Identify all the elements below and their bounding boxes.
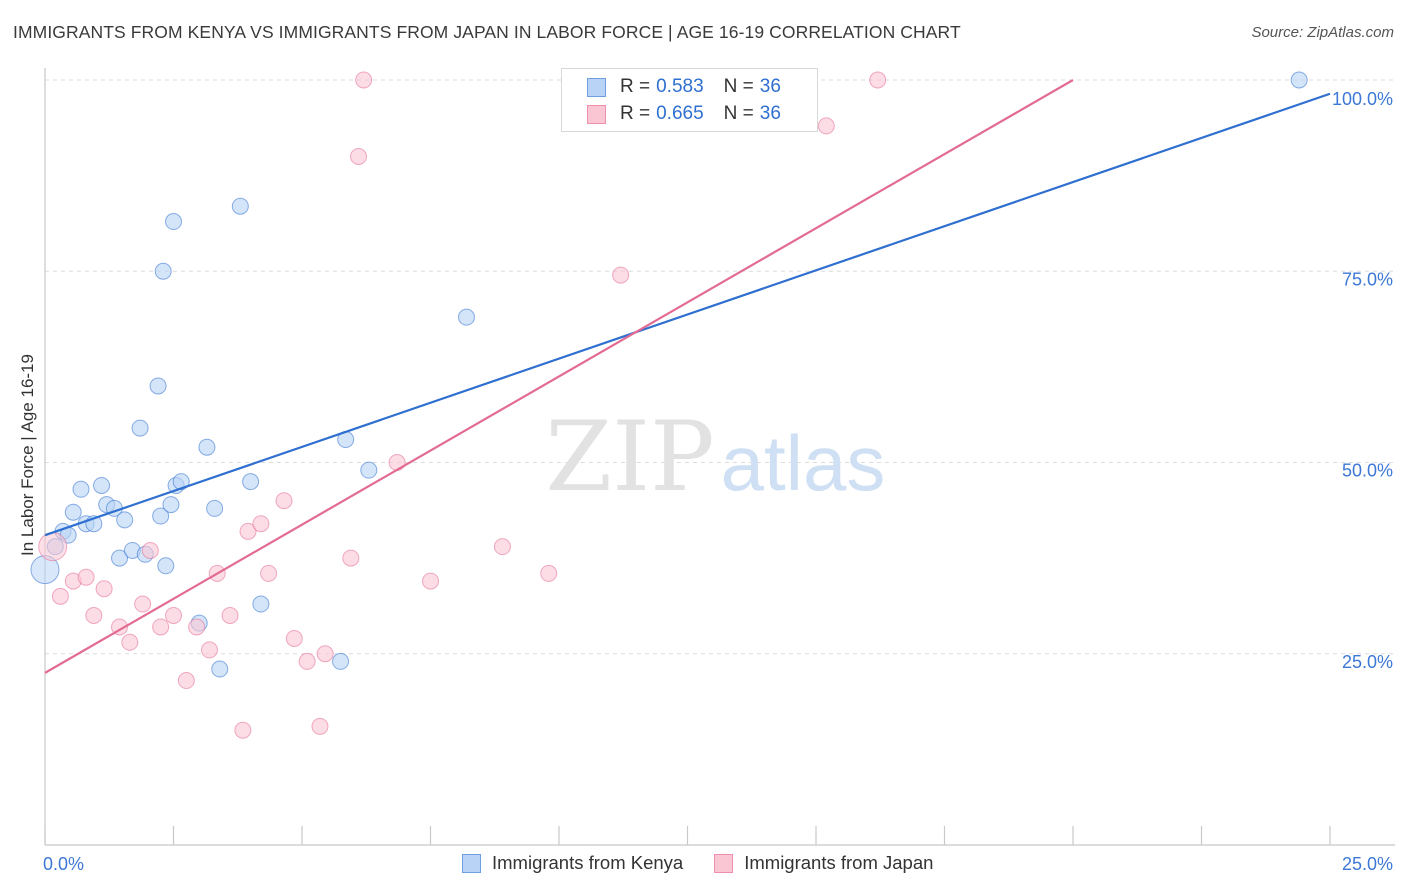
japan-point-25 xyxy=(316,645,334,663)
chart-title: IMMIGRANTS FROM KENYA VS IMMIGRANTS FROM… xyxy=(13,22,961,42)
japan-point-19 xyxy=(252,515,270,533)
source-label: Source: ZipAtlas.com xyxy=(1251,24,1394,41)
japan-point-12 xyxy=(177,672,195,690)
japan-point-11 xyxy=(165,607,182,624)
japan-point-10 xyxy=(152,618,170,636)
kenya-point-31 xyxy=(332,652,350,670)
kenya-point-34 xyxy=(457,308,475,326)
japan-point-34 xyxy=(817,117,835,135)
japan-point-9 xyxy=(141,541,159,559)
japan-point-21 xyxy=(275,492,293,510)
kenya-r-label: R = xyxy=(620,76,651,97)
japan-point-5 xyxy=(95,580,113,598)
japan-legend-swatch xyxy=(714,853,734,873)
watermark: ZIP atlas xyxy=(545,401,885,513)
kenya-point-14 xyxy=(131,419,149,437)
japan-point-35 xyxy=(869,71,887,89)
kenya-n-value: 36 xyxy=(759,76,781,97)
stats-legend: R = 0.583 N = 36 R = 0.665 N = 36 xyxy=(561,68,818,132)
trend-lines xyxy=(44,79,1331,674)
kenya-point-8 xyxy=(93,476,111,494)
legend-item-japan: Immigrants from Japan xyxy=(714,852,934,874)
kenya-legend-label: Immigrants from Kenya xyxy=(492,852,684,873)
kenya-r-value: 0.583 xyxy=(656,76,704,97)
japan-legend-label: Immigrants from Japan xyxy=(744,852,934,873)
japan-trend-line xyxy=(44,79,1074,674)
kenya-point-18 xyxy=(152,507,170,525)
japan-point-27 xyxy=(350,148,368,165)
japan-point-30 xyxy=(422,572,439,590)
japan-r-label: R = xyxy=(620,103,651,124)
japan-point-16 xyxy=(221,607,239,624)
x-tick-label: 0.0% xyxy=(43,854,84,874)
data-points xyxy=(30,71,1308,739)
kenya-point-19 xyxy=(157,557,175,575)
y-tick-label: 25.0% xyxy=(1342,652,1393,672)
japan-point-1 xyxy=(51,587,69,605)
japan-point-24 xyxy=(311,717,329,735)
japan-point-17 xyxy=(234,721,252,739)
kenya-point-11 xyxy=(111,549,129,567)
japan-point-0 xyxy=(38,532,68,562)
japan-point-26 xyxy=(342,549,360,567)
watermark-atlas: atlas xyxy=(721,419,886,507)
kenya-trend-line xyxy=(44,92,1331,537)
japan-point-3 xyxy=(77,568,95,586)
japan-point-20 xyxy=(260,564,278,582)
japan-point-18 xyxy=(239,522,257,540)
japan-point-31 xyxy=(493,538,511,556)
japan-point-14 xyxy=(200,641,218,659)
japan-point-7 xyxy=(121,633,139,651)
kenya-point-28 xyxy=(231,197,249,215)
kenya-point-4 xyxy=(64,503,82,521)
kenya-n-label: N = xyxy=(723,76,754,97)
gridlines xyxy=(45,79,1395,655)
japan-n-label: N = xyxy=(723,103,754,124)
japan-point-33 xyxy=(612,266,630,284)
japan-n-value: 36 xyxy=(759,103,781,124)
legend-row-japan: R = 0.665 N = 36 xyxy=(587,102,781,126)
watermark-zip: ZIP xyxy=(545,401,714,513)
y-tick-label: 50.0% xyxy=(1342,461,1393,481)
japan-point-32 xyxy=(540,564,558,582)
kenya-point-16 xyxy=(149,377,167,395)
japan-r-value: 0.665 xyxy=(656,103,704,124)
legend-row-kenya: R = 0.583 N = 36 xyxy=(587,75,781,99)
japan-point-8 xyxy=(134,595,152,613)
kenya-point-5 xyxy=(72,480,90,498)
kenya-point-35 xyxy=(1290,71,1308,89)
kenya-point-17 xyxy=(154,262,172,280)
kenya-legend-swatch xyxy=(462,853,481,873)
japan-point-4 xyxy=(85,607,103,624)
kenya-point-23 xyxy=(172,473,190,491)
tick-labels: 25.0% 50.0% 75.0% 100.0% 0.0% 25.0% xyxy=(43,89,1393,874)
japan-point-28 xyxy=(355,71,373,89)
japan-point-29 xyxy=(388,454,406,471)
legend-item-kenya: Immigrants from Kenya xyxy=(462,852,684,874)
kenya-point-30 xyxy=(252,595,270,613)
kenya-point-27 xyxy=(211,660,229,678)
kenya-point-29 xyxy=(242,473,260,491)
kenya-point-33 xyxy=(360,461,378,479)
japan-point-22 xyxy=(285,629,303,647)
kenya-point-26 xyxy=(206,499,224,517)
japan-point-13 xyxy=(188,618,206,636)
japan-point-23 xyxy=(298,652,316,670)
y-tick-label: 100.0% xyxy=(1332,89,1393,109)
kenya-point-21 xyxy=(162,496,180,514)
kenya-point-25 xyxy=(198,438,216,456)
kenya-point-12 xyxy=(116,511,134,529)
x-tick-label: 25.0% xyxy=(1342,854,1393,874)
kenya-point-20 xyxy=(165,213,182,231)
y-tick-label: 75.0% xyxy=(1342,269,1393,289)
series-legend: Immigrants from Kenya Immigrants from Ja… xyxy=(462,852,965,874)
japan-swatch xyxy=(587,104,606,124)
axes xyxy=(44,68,1395,846)
kenya-swatch xyxy=(587,77,606,97)
